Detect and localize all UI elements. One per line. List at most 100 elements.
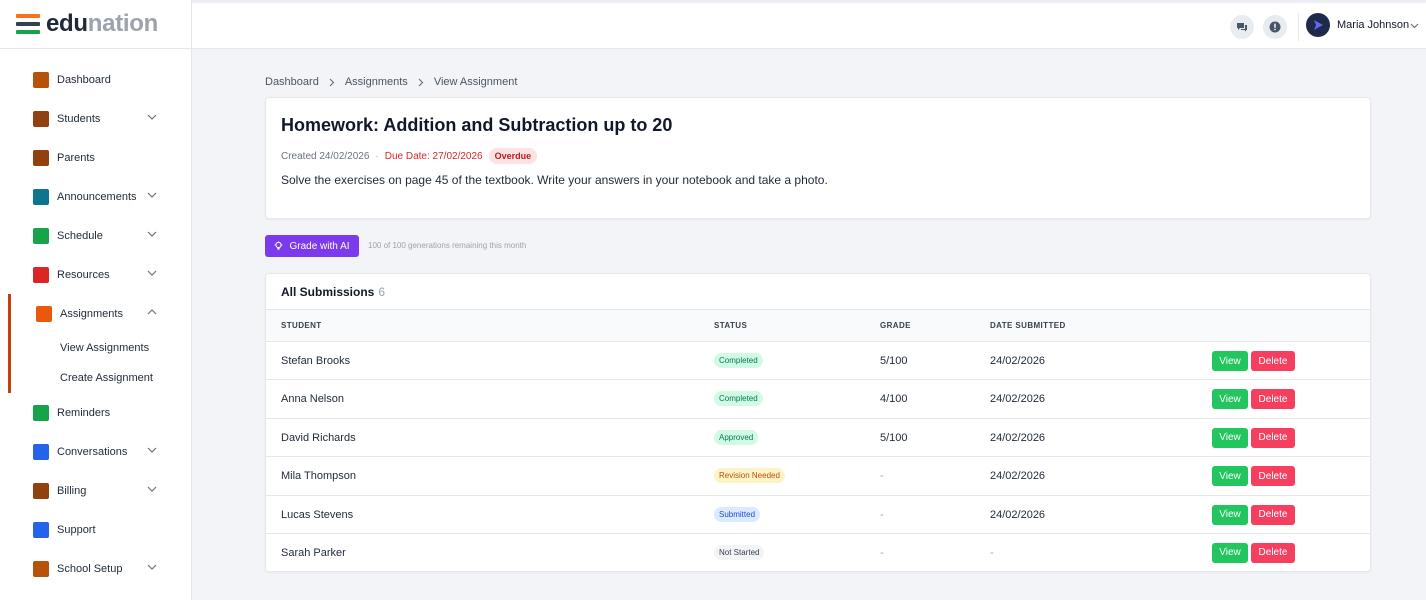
delete-button[interactable]: Delete <box>1251 542 1295 563</box>
sidebar-item-conversations[interactable]: Conversations <box>0 432 191 471</box>
assignment-card: Homework: Addition and Subtraction up to… <box>265 97 1371 219</box>
sidebar-item-announcements[interactable]: Announcements <box>0 177 191 216</box>
sidebar-subitem-create-assignment[interactable]: Create Assignment <box>60 372 153 384</box>
logo[interactable]: edunation <box>0 0 191 49</box>
grade-value: - <box>880 546 884 559</box>
grade-value: 4/100 <box>880 393 908 406</box>
sidebar-item-label: Students <box>57 112 101 125</box>
sidebar-item-label: Assignments <box>60 307 123 320</box>
user-menu-chevron-down-icon[interactable] <box>1410 23 1419 29</box>
chat-button[interactable] <box>1230 15 1254 39</box>
student-name: Lucas Stevens <box>281 508 354 521</box>
overdue-badge: Overdue <box>488 148 538 164</box>
user-name[interactable]: Maria Johnson <box>1337 19 1410 31</box>
grade-with-ai-button[interactable]: Grade with AI <box>265 235 359 257</box>
alert-icon <box>1269 21 1281 33</box>
sidebar-item-school-setup[interactable]: School Setup <box>0 549 191 588</box>
status-badge: Completed <box>714 353 763 368</box>
sidebar-item-label: Conversations <box>57 445 128 458</box>
delete-button[interactable]: Delete <box>1251 466 1295 487</box>
billing-icon <box>33 482 49 499</box>
sidebar-item-label: Dashboard <box>57 73 111 86</box>
status-badge: Revision Needed <box>714 468 785 484</box>
view-button[interactable]: View <box>1212 389 1248 410</box>
date-submitted: 24/02/2026 <box>990 470 1046 483</box>
assignment-title: Homework: Addition and Subtraction up to… <box>281 115 673 135</box>
student-name: Mila Thompson <box>281 470 356 483</box>
assignment-icon <box>36 305 52 322</box>
chevron-up-icon[interactable] <box>147 307 157 317</box>
student-icon <box>33 110 49 127</box>
breadcrumb-dashboard[interactable]: Dashboard <box>265 76 319 88</box>
column-student: STUDENT <box>281 321 322 330</box>
chevron-down-icon[interactable] <box>147 562 157 572</box>
table-row: Stefan Brooks Completed 5/100 24/02/2026 Vie… <box>266 342 1370 381</box>
gear-icon <box>33 560 49 577</box>
sidebar-item-schedule[interactable]: Schedule <box>0 216 191 255</box>
sidebar-item-label: Parents <box>57 151 95 164</box>
resources-icon <box>33 266 49 283</box>
chat-icon <box>1237 23 1247 32</box>
dashboard-icon <box>33 71 49 88</box>
view-button[interactable]: View <box>1212 466 1248 487</box>
assignment-description: Solve the exercises on page 45 of the te… <box>281 173 828 187</box>
chevron-right-icon <box>418 78 424 86</box>
sidebar-item-reminders[interactable]: Reminders <box>0 393 191 432</box>
sidebar-item-assignments[interactable]: Assignments <box>0 294 191 333</box>
submissions-count: 6 <box>378 284 386 299</box>
sidebar-item-label: Reminders <box>57 406 111 419</box>
view-button[interactable]: View <box>1212 351 1248 371</box>
column-grade: GRADE <box>880 321 911 330</box>
chevron-down-icon[interactable] <box>147 484 157 494</box>
date-submitted: 24/02/2026 <box>990 508 1046 521</box>
breadcrumb-assignments[interactable]: Assignments <box>344 76 408 88</box>
sidebar-item-resources[interactable]: Resources <box>0 255 191 294</box>
submissions-header: All Submissions 6 <box>266 274 1370 310</box>
active-indicator <box>8 294 11 393</box>
chevron-right-icon <box>329 78 335 86</box>
status-badge: Completed <box>714 391 763 407</box>
chevron-down-icon[interactable] <box>147 445 157 455</box>
top-bar: Maria Johnson <box>192 0 1426 49</box>
status-badge: Submitted <box>714 506 761 522</box>
table-row: David Richards Approved 5/100 24/02/2026 Vie… <box>266 419 1370 458</box>
meta-separator: · <box>375 150 379 162</box>
sidebar-item-dashboard[interactable]: Dashboard <box>0 60 191 99</box>
sidebar-item-support[interactable]: Support <box>0 510 191 549</box>
delete-button[interactable]: Delete <box>1251 504 1295 525</box>
delete-button[interactable]: Delete <box>1251 389 1295 410</box>
view-button[interactable]: View <box>1212 542 1248 563</box>
sidebar: edunation Dashboard Students Parents Announ… <box>0 0 192 600</box>
date-submitted: 24/02/2026 <box>990 355 1046 367</box>
table-row: Anna Nelson Completed 4/100 24/02/2026 View D… <box>266 380 1370 419</box>
column-status: STATUS <box>714 321 748 330</box>
chevron-down-icon[interactable] <box>147 190 157 200</box>
grade-value: 5/100 <box>880 355 908 367</box>
lightbulb-icon <box>274 241 283 250</box>
table-row: Lucas Stevens Submitted - 24/02/2026 View Del… <box>266 496 1370 534</box>
chevron-down-icon[interactable] <box>147 229 157 239</box>
delete-button[interactable]: Delete <box>1251 427 1295 448</box>
status-badge: Not Started <box>714 544 765 560</box>
schedule-icon <box>33 227 49 244</box>
view-button[interactable]: View <box>1212 427 1248 448</box>
grade-value: 5/100 <box>880 431 908 444</box>
chevron-down-icon[interactable] <box>147 268 157 278</box>
grade-value: - <box>880 508 884 521</box>
view-button[interactable]: View <box>1212 504 1248 525</box>
avatar[interactable] <box>1306 13 1330 37</box>
date-submitted: 24/02/2026 <box>990 393 1046 406</box>
sidebar-item-parents[interactable]: Parents <box>0 138 191 177</box>
student-name: Sarah Parker <box>281 546 346 559</box>
sidebar-subitem-view-assignments[interactable]: View Assignments <box>60 342 150 354</box>
delete-button[interactable]: Delete <box>1251 351 1295 371</box>
sidebar-item-billing[interactable]: Billing <box>0 471 191 510</box>
chevron-down-icon[interactable] <box>147 112 157 122</box>
table-header: STUDENT STATUS GRADE DATE SUBMITTED <box>266 310 1370 342</box>
alert-button[interactable] <box>1263 15 1287 39</box>
sidebar-item-students[interactable]: Students <box>0 99 191 138</box>
logo-mark-icon <box>16 14 40 34</box>
assignment-meta: Created 24/02/2026 · Due Date: 27/02/202… <box>281 148 538 164</box>
parent-icon <box>33 149 49 166</box>
sidebar-group-assignments: Assignments View Assignments Create Assign… <box>0 294 191 393</box>
